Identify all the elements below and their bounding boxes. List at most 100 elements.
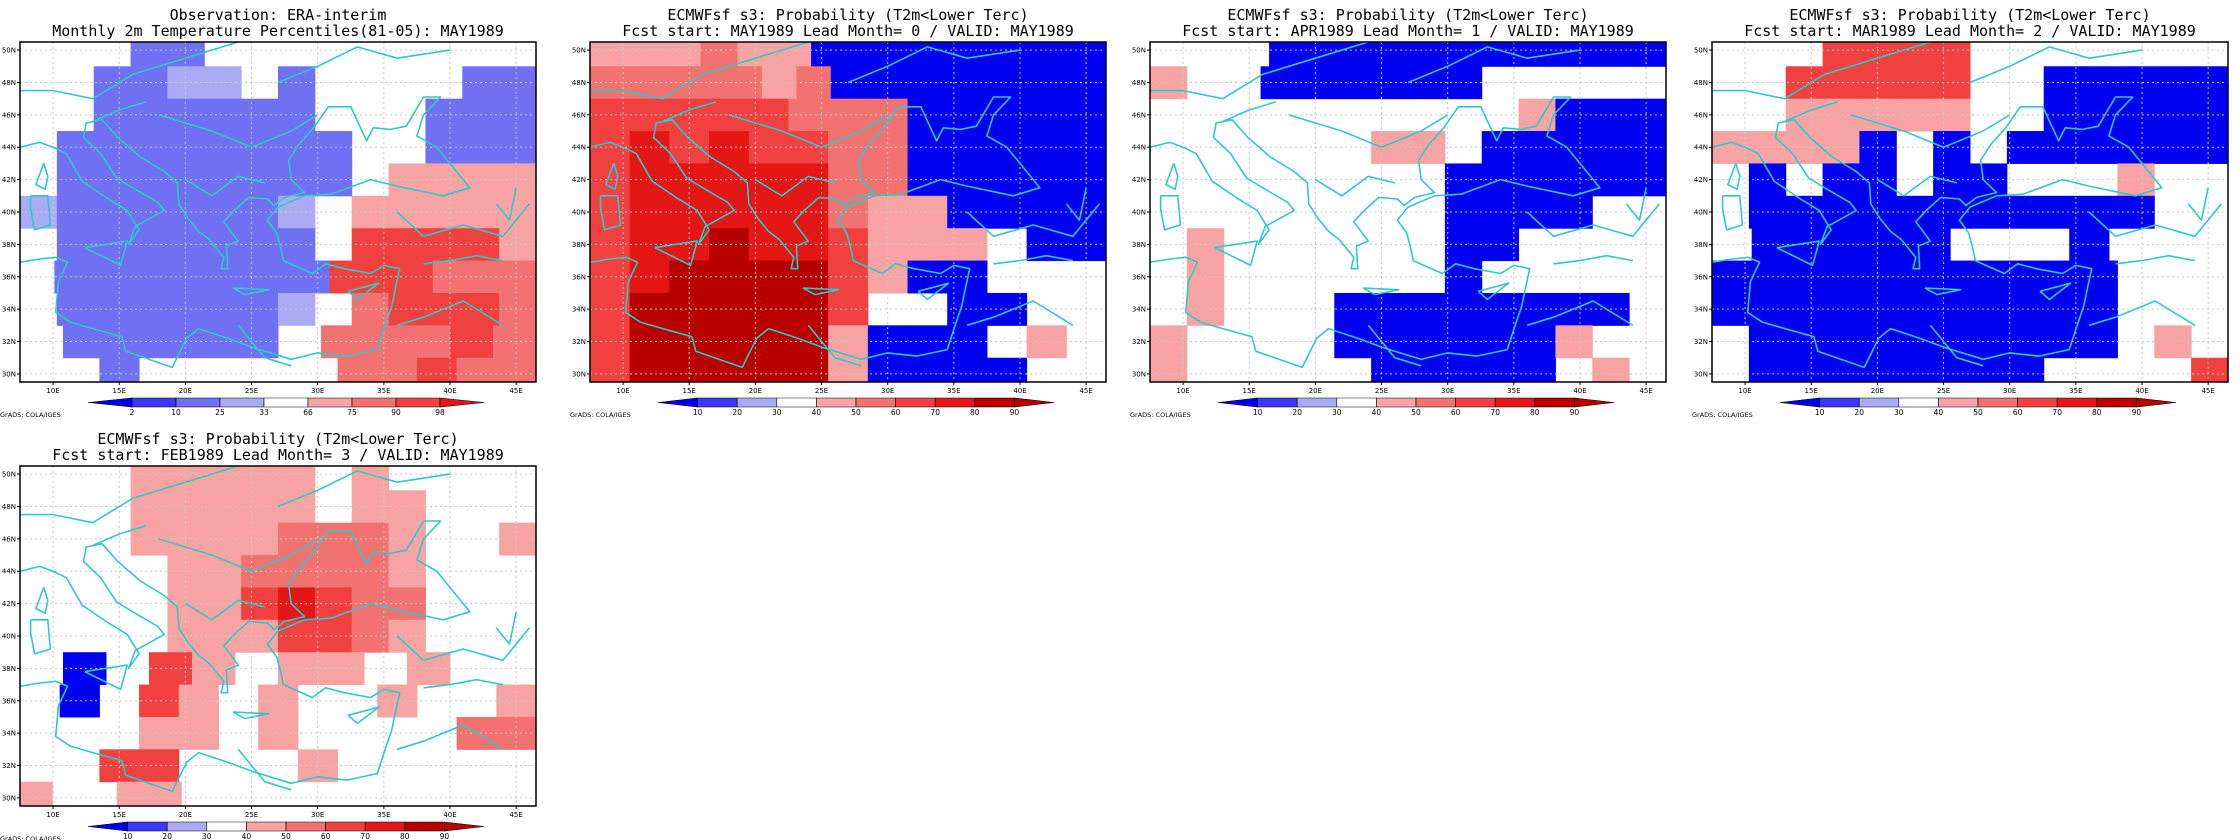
grid-cell	[1371, 66, 1409, 100]
grid-cell	[1371, 292, 1409, 326]
colorbar-swatch	[2056, 397, 2098, 408]
grid-cell	[388, 195, 426, 229]
colorbar-label: 30	[1332, 408, 1342, 417]
colorbar-label: 30	[202, 832, 212, 840]
x-tick-label: 35E	[947, 387, 960, 395]
x-tick-label: 15E	[1805, 387, 1818, 395]
panel-subtitle: Fcst start: MAY1989 Lead Month= 0 / VALI…	[622, 22, 1074, 40]
grid-cell	[626, 42, 665, 67]
grid-cell	[1785, 292, 1824, 326]
grid-cell	[241, 587, 279, 621]
coastlines	[590, 42, 1101, 369]
y-tick-label: 34N	[1132, 306, 1146, 314]
grid-cell	[629, 357, 670, 382]
x-tick-label: 45E	[1639, 387, 1652, 395]
grid-cell	[700, 42, 738, 67]
grid-cell	[407, 325, 451, 359]
colorbar-swatch	[1415, 397, 1456, 408]
grid-cell	[241, 490, 279, 524]
grid-cell	[258, 716, 299, 750]
colorbar-swatch	[444, 821, 485, 832]
grid-cell	[1859, 357, 1897, 382]
x-tick-label: 20E	[1871, 387, 1884, 395]
grid-cell	[241, 292, 279, 326]
y-tick-label: 40N	[1694, 209, 1708, 217]
colorbar-label: 90	[391, 408, 401, 417]
colorbar-swatch	[1977, 397, 2018, 408]
x-tick-label: 35E	[2069, 387, 2082, 395]
grid-cell	[884, 42, 923, 67]
grid-cell	[663, 42, 702, 67]
grid-cell	[828, 228, 869, 262]
grid-cell	[407, 652, 451, 686]
coastline	[396, 300, 504, 327]
grid-cell	[178, 716, 219, 750]
coastline	[92, 525, 146, 547]
grid-cell	[388, 619, 426, 653]
coastline	[232, 287, 270, 296]
x-tick-label: 10E	[1176, 387, 1189, 395]
grid-cell	[493, 325, 536, 359]
colorbar-swatch	[974, 397, 1015, 408]
grid-cell	[278, 652, 322, 686]
grid-cell	[2080, 131, 2118, 164]
y-tick-label: 32N	[1694, 338, 1708, 346]
grid-cell	[709, 357, 750, 382]
colorbar-label: 20	[1854, 408, 1864, 417]
coastline	[1150, 96, 1601, 270]
colorbar-swatch	[1257, 397, 1298, 408]
grid-cell	[2006, 357, 2045, 382]
coastline	[232, 711, 270, 720]
grid-cell	[1822, 42, 1860, 67]
coastline	[1477, 282, 1510, 301]
coastlines	[20, 466, 531, 793]
coastline	[1784, 101, 1838, 123]
coastline	[1159, 195, 1182, 231]
coastline	[20, 520, 471, 694]
y-tick-label: 38N	[2, 665, 16, 673]
grads-credit: GrADS: COLA/IGES	[0, 411, 61, 419]
x-tick-label: 25E	[815, 387, 828, 395]
y-tick-label: 32N	[2, 338, 16, 346]
coastline	[754, 175, 835, 197]
colorbar-swatch	[895, 397, 936, 408]
grid-cell	[241, 163, 279, 197]
coastline	[396, 724, 504, 751]
colorbar-label: 40	[1372, 408, 1382, 417]
grid-cell	[1467, 42, 1508, 67]
coastline	[347, 282, 380, 301]
colorbar-label: 10	[1253, 408, 1263, 417]
grid-cell	[788, 98, 829, 132]
y-tick-label: 32N	[1132, 338, 1146, 346]
grid-cell	[1518, 195, 1556, 229]
coastline	[590, 42, 809, 100]
coastline	[347, 706, 380, 725]
colorbar-swatch	[285, 821, 326, 832]
x-tick-label: 45E	[2201, 387, 2214, 395]
x-tick-label: 20E	[179, 387, 192, 395]
colorbar-label: 60	[321, 832, 331, 840]
panel-subtitle: Monthly 2m Temperature Percentiles(81-05…	[52, 22, 504, 40]
y-tick-label: 46N	[2, 535, 16, 543]
coastline	[543, 139, 556, 196]
colorbar-label: 20	[732, 408, 742, 417]
grid-cell	[2080, 66, 2118, 100]
colorbar-swatch	[1819, 397, 1860, 408]
coastline	[1721, 195, 1744, 231]
grid-cell	[241, 555, 279, 588]
coastline	[1969, 46, 2143, 84]
grid-cell	[321, 325, 365, 359]
coastline	[20, 195, 401, 369]
grid-cell	[1896, 357, 1934, 382]
map-panel-2: ECMWFsf s3: Probability (T2m<Lower Terc)…	[1130, 6, 1667, 419]
x-tick-label: 40E	[443, 387, 456, 395]
x-tick-label: 45E	[1079, 387, 1092, 395]
coastline	[1727, 163, 1741, 191]
coastline	[20, 42, 239, 100]
x-tick-label: 10E	[616, 387, 629, 395]
grid-cell	[192, 325, 236, 359]
y-tick-label: 50N	[1132, 47, 1146, 55]
coastline	[807, 324, 862, 367]
colorbar-label: 80	[2092, 408, 2102, 417]
coastline	[158, 114, 319, 148]
